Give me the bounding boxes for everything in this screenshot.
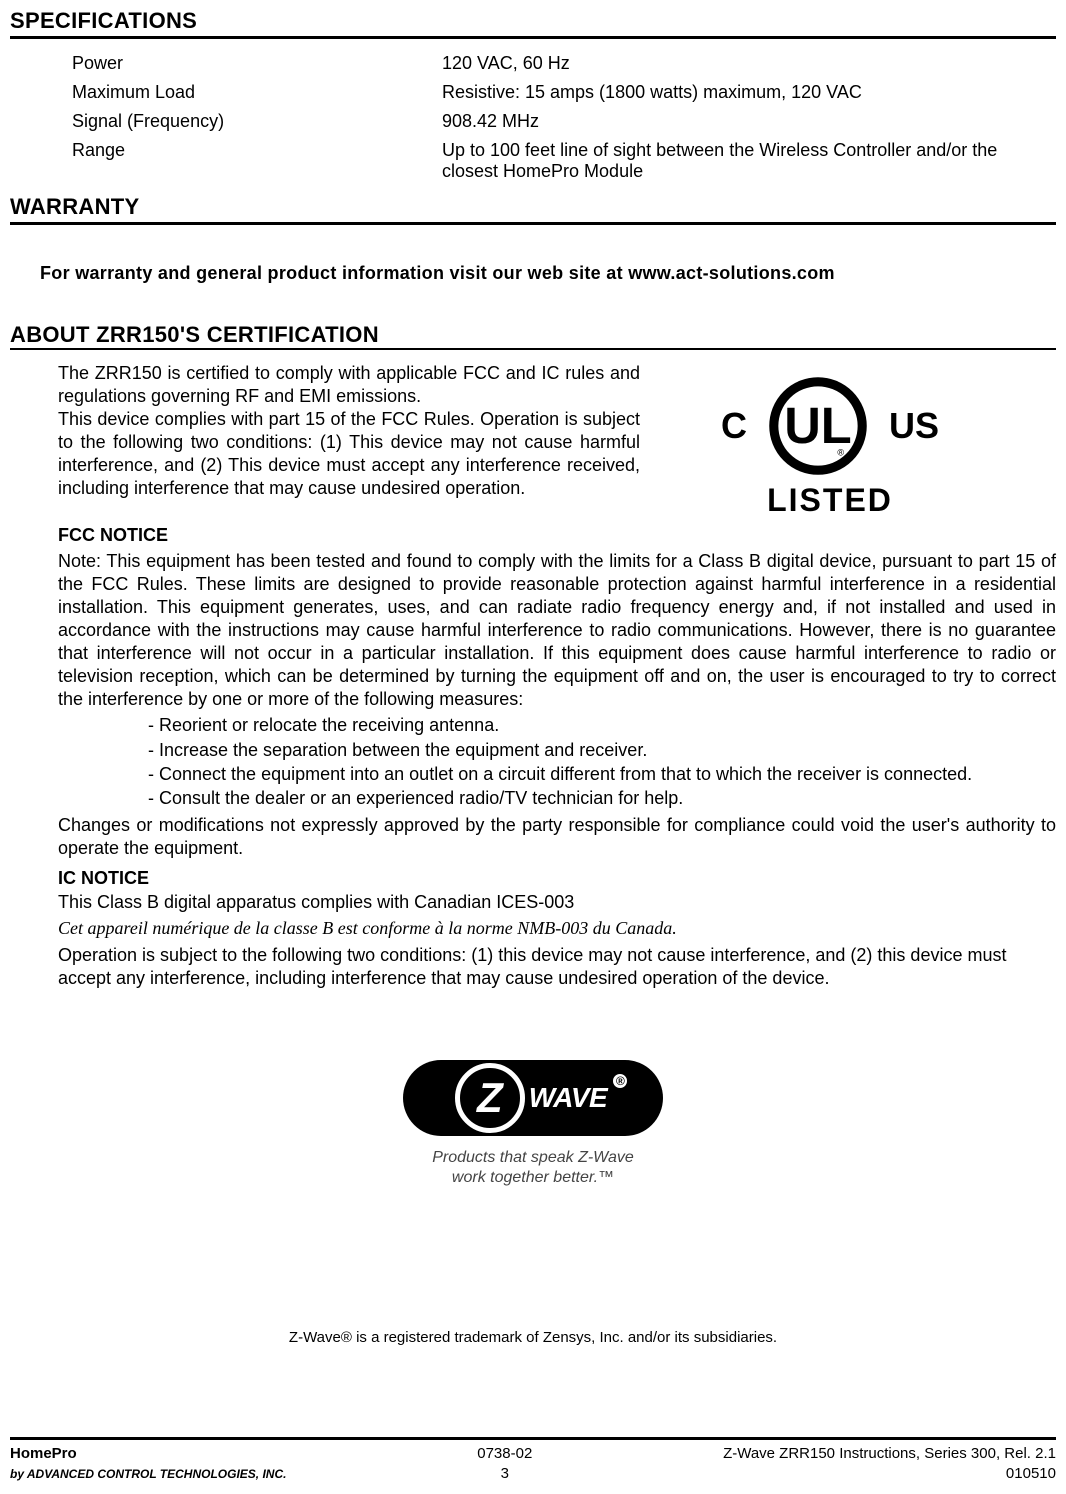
zwave-z-circle: Z [455,1063,525,1133]
spec-label: Maximum Load [72,78,442,107]
spec-row: Maximum Load Resistive: 15 amps (1800 wa… [72,78,1032,107]
ul-listed-text: LISTED [640,482,1020,519]
spec-label: Power [72,49,442,78]
measure-item: - Connect the equipment into an outlet o… [148,762,1056,786]
spec-row: Power 120 VAC, 60 Hz [72,49,1032,78]
changes-text: Changes or modifications not expressly a… [58,814,1056,860]
footer-right: Z-Wave ZRR150 Instructions, Series 300, … [723,1444,1056,1485]
footer-doc-number: 0738-02 [477,1445,532,1462]
fcc-notice-text: Note: This equipment has been tested and… [58,550,1056,711]
spec-label: Range [72,136,442,186]
footer-date-code: 010510 [1006,1465,1056,1482]
zwave-registered-icon: ® [611,1072,629,1090]
measures-list: - Reorient or relocate the receiving ant… [148,713,1056,810]
zwave-wave-text: WAVE ® [529,1082,607,1114]
spec-value: Resistive: 15 amps (1800 watts) maximum,… [442,78,1032,107]
page-footer: HomePro by ADVANCED CONTROL TECHNOLOGIES… [10,1437,1056,1485]
cert-intro: The ZRR150 is certified to comply with a… [58,362,640,408]
ic-english-text: This Class B digital apparatus complies … [58,891,1056,914]
footer-doc-title: Z-Wave ZRR150 Instructions, Series 300, … [723,1445,1056,1462]
measure-item: - Consult the dealer or an experienced r… [148,786,1056,810]
ul-right-letters: US [889,405,939,447]
warranty-text: For warranty and general product informa… [40,263,1056,284]
spec-label: Signal (Frequency) [72,107,442,136]
ul-mark-icon: UL ® [753,366,883,486]
document-page: SPECIFICATIONS Power 120 VAC, 60 Hz Maxi… [0,0,1066,1494]
spec-value: 908.42 MHz [442,107,1032,136]
footer-page-number: 3 [501,1465,509,1482]
specifications-table: Power 120 VAC, 60 Hz Maximum Load Resist… [72,49,1032,186]
zwave-logo-block: Z WAVE ® Products that speak Z-Wave work… [10,1060,1056,1190]
fcc-notice-label: FCC NOTICE [58,525,1056,546]
measure-item: - Increase the separation between the eq… [148,738,1056,762]
spec-value: Up to 100 feet line of sight between the… [442,136,1032,186]
measure-item: - Reorient or relocate the receiving ant… [148,713,1056,737]
about-heading-row: ABOUT ZRR150'S CERTIFICATION [10,322,1056,350]
ic-french-text: Cet appareil numérique de la classe B es… [58,917,1056,940]
footer-left: HomePro by ADVANCED CONTROL TECHNOLOGIES… [10,1444,286,1485]
footer-rule [10,1437,1056,1440]
footer-center: 0738-02 3 [477,1444,532,1485]
specifications-heading: SPECIFICATIONS [10,8,1056,34]
spec-row: Signal (Frequency) 908.42 MHz [72,107,1032,136]
zwave-tagline-2: work together better.™ [388,1168,678,1189]
section-rule [10,222,1056,225]
zwave-tagline-1: Products that speak Z-Wave [388,1148,678,1169]
cert-fcc-part15: This device complies with part 15 of the… [58,408,640,500]
zwave-wave-label: WAVE [529,1082,607,1113]
certification-block: The ZRR150 is certified to comply with a… [58,362,1056,990]
svg-text:UL: UL [784,397,852,454]
ic-conditions-text: Operation is subject to the following tw… [58,944,1018,990]
about-heading: ABOUT ZRR150'S CERTIFICATION [10,322,379,350]
warranty-heading: WARRANTY [10,194,1056,220]
footer-brand: HomePro [10,1445,77,1462]
ic-notice-label: IC NOTICE [58,868,1056,889]
ul-listed-logo: C UL ® US LISTED [640,362,1020,519]
zwave-logo-icon: Z WAVE ® [403,1060,663,1136]
spec-row: Range Up to 100 feet line of sight betwe… [72,136,1032,186]
section-rule [379,348,1056,350]
footer-company: by ADVANCED CONTROL TECHNOLOGIES, INC. [10,1467,286,1481]
section-rule [10,36,1056,39]
svg-text:®: ® [837,447,844,457]
ul-left-letter: C [721,405,747,447]
trademark-line: Z-Wave® is a registered trademark of Zen… [10,1329,1056,1346]
spec-value: 120 VAC, 60 Hz [442,49,1032,78]
